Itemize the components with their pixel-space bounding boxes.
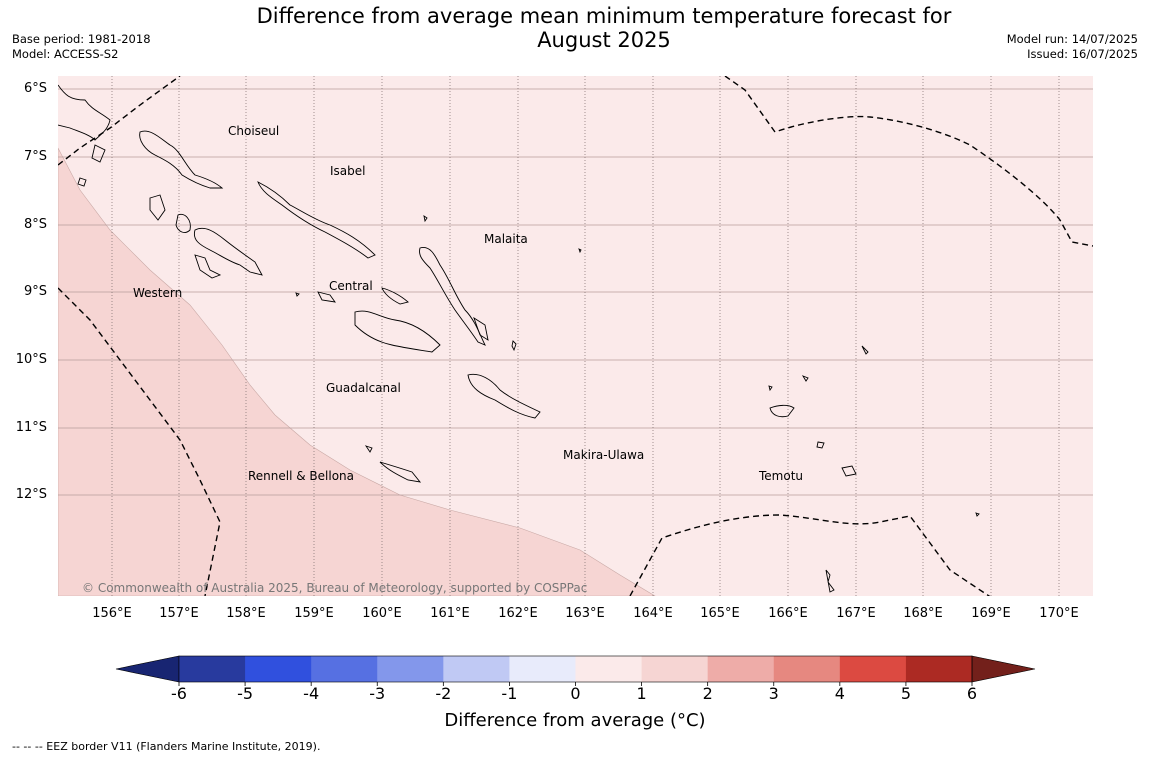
colorbar-tick-label: -6 bbox=[171, 684, 187, 703]
colorbar-segment bbox=[377, 656, 444, 682]
colorbar-tick-label: 6 bbox=[966, 684, 978, 703]
colorbar-high-extend bbox=[971, 655, 1036, 683]
lon-label: 157°E bbox=[159, 606, 199, 621]
colorbar-tick-label: -3 bbox=[369, 684, 386, 703]
colorbar-tick-label: 0 bbox=[570, 684, 581, 703]
lon-label: 159°E bbox=[294, 606, 334, 621]
model-name: Model: ACCESS-S2 bbox=[12, 47, 119, 61]
region-label: Isabel bbox=[330, 164, 365, 178]
colorbar-segment bbox=[641, 656, 709, 682]
lon-label: 158°E bbox=[226, 606, 266, 621]
colorbar-segment bbox=[707, 656, 775, 682]
lon-label: 164°E bbox=[633, 606, 673, 621]
lon-label: 156°E bbox=[92, 606, 132, 621]
islands bbox=[58, 84, 980, 593]
colorbar-segment bbox=[509, 656, 576, 682]
lon-label: 160°E bbox=[362, 606, 402, 621]
colorbar-tick-label: -2 bbox=[435, 684, 452, 703]
meta-left: Base period: 1981-2018 Model: ACCESS-S2 bbox=[12, 32, 151, 62]
region-label: Makira-Ulawa bbox=[563, 448, 644, 462]
base-period: Base period: 1981-2018 bbox=[12, 32, 151, 46]
lon-label: 170°E bbox=[1039, 606, 1079, 621]
lon-label: 167°E bbox=[836, 606, 876, 621]
lon-label: 169°E bbox=[971, 606, 1011, 621]
colorbar-segment bbox=[905, 656, 973, 682]
region-label: Western bbox=[133, 286, 182, 300]
model-run: Model run: 14/07/2025 bbox=[1006, 32, 1138, 46]
colorbar-title: Difference from average (°C) bbox=[444, 710, 706, 731]
gridlines bbox=[58, 76, 1093, 596]
lat-label: 7°S bbox=[23, 149, 47, 164]
anomaly-zone-1-2 bbox=[58, 147, 656, 596]
colorbar-segment bbox=[179, 656, 246, 682]
colorbar-segment bbox=[443, 656, 510, 682]
region-label: Temotu bbox=[758, 469, 803, 483]
lat-label: 11°S bbox=[15, 420, 47, 435]
eez-border bbox=[58, 76, 1093, 596]
colorbar-tick-label: -5 bbox=[237, 684, 254, 703]
lon-label: 165°E bbox=[700, 606, 740, 621]
colorbar-segment bbox=[245, 656, 312, 682]
colorbar-tick-label: -4 bbox=[303, 684, 320, 703]
colorbar-tick-label: 3 bbox=[768, 684, 779, 703]
issued-date: Issued: 16/07/2025 bbox=[1027, 47, 1138, 61]
region-label: Central bbox=[329, 279, 373, 293]
colorbar-segment bbox=[575, 656, 643, 682]
title-line-2: August 2025 bbox=[537, 28, 671, 52]
colorbar-segment bbox=[311, 656, 378, 682]
colorbar-tick-label: 2 bbox=[702, 684, 713, 703]
region-label: Rennell & Bellona bbox=[248, 469, 354, 483]
colorbar-tick-label: 5 bbox=[900, 684, 911, 703]
lat-label: 10°S bbox=[15, 352, 47, 367]
region-labels: Choiseul Isabel Malaita Western Central Guada… bbox=[133, 124, 803, 483]
lat-label: 9°S bbox=[23, 284, 47, 299]
colorbar-low-extend bbox=[115, 655, 180, 683]
footnote: -- -- -- EEZ border V11 (Flanders Marine… bbox=[12, 740, 321, 753]
colorbar-segment bbox=[773, 656, 841, 682]
lat-label: 6°S bbox=[23, 81, 47, 96]
lat-label: 8°S bbox=[23, 217, 47, 232]
lon-label: 162°E bbox=[498, 606, 538, 621]
lat-label: 12°S bbox=[15, 487, 47, 502]
lon-label: 163°E bbox=[565, 606, 605, 621]
title-line-1: Difference from average mean minimum tem… bbox=[256, 4, 952, 28]
chart-title: Difference from average mean minimum tem… bbox=[0, 4, 1150, 52]
colorbar bbox=[115, 655, 1036, 686]
lon-label: 161°E bbox=[430, 606, 470, 621]
region-label: Choiseul bbox=[228, 124, 279, 138]
colorbar-segment bbox=[839, 656, 907, 682]
region-label: Guadalcanal bbox=[326, 381, 401, 395]
colorbar-tick-label: -1 bbox=[501, 684, 518, 703]
lon-label: 168°E bbox=[903, 606, 943, 621]
colorbar-tick-label: 1 bbox=[636, 684, 647, 703]
region-label: Malaita bbox=[484, 232, 528, 246]
lon-label: 166°E bbox=[768, 606, 808, 621]
colorbar-tick-label: 4 bbox=[834, 684, 845, 703]
copyright-text: © Commonwealth of Australia 2025, Bureau… bbox=[82, 581, 587, 595]
meta-right: Model run: 14/07/2025 Issued: 16/07/2025 bbox=[1007, 32, 1138, 62]
